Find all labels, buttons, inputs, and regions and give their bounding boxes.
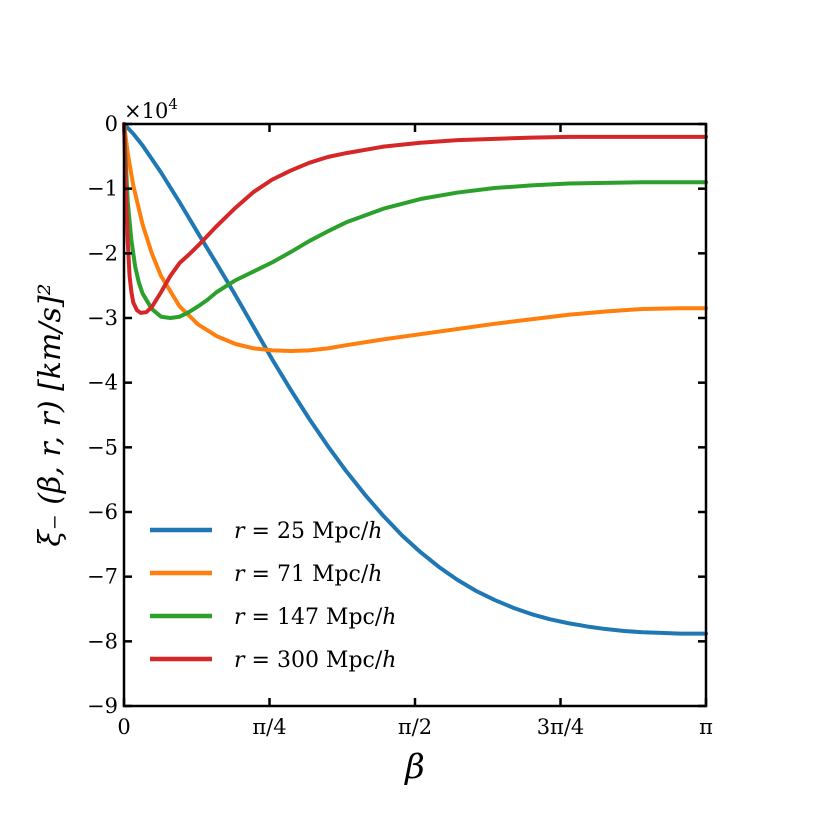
legend-value: = 25 Mpc/ — [245, 519, 369, 544]
x-tick-label: π/2 — [398, 715, 432, 739]
y-tick-label: −6 — [87, 500, 118, 524]
legend-label-2: r = 147 Mpc/h — [234, 605, 396, 630]
legend-label-3: r = 300 Mpc/h — [234, 648, 396, 673]
y-tick-label: −2 — [87, 241, 118, 265]
y-tick-label: −1 — [87, 177, 118, 201]
y-offset-multiplier: ×104 — [124, 95, 178, 123]
legend-var: r — [234, 562, 246, 587]
series-line-1 — [122, 122, 708, 353]
legend-unit-var: h — [368, 519, 382, 544]
legend-unit-var: h — [382, 648, 396, 673]
legend-label-0: r = 25 Mpc/h — [234, 519, 382, 544]
x-tick-label: 0 — [117, 715, 130, 739]
y-tick-label: 0 — [105, 112, 118, 136]
series-line-0 — [122, 122, 708, 636]
x-tick-label: 3π/4 — [537, 715, 585, 739]
legend-value: = 71 Mpc/ — [245, 562, 369, 587]
plot-frame — [122, 122, 708, 708]
y-tick-label: −7 — [87, 565, 118, 589]
legend-var: r — [234, 648, 246, 673]
y-tick-label: −8 — [87, 629, 118, 653]
y-tick-label: −4 — [87, 371, 118, 395]
y-axis-label: ξ₋ (β, r, r) [km/s]² — [33, 283, 68, 546]
x-axis-label: β — [403, 747, 425, 787]
legend-unit-var: h — [368, 562, 382, 587]
y-tick-label: −5 — [87, 435, 118, 459]
legend-value: = 147 Mpc/ — [245, 605, 383, 630]
ticks-layer: 0 π/4 π/2 3π/4 π 0 −1 −2 −3 −4 −5 −6 −7 −8 −9 — [87, 112, 713, 739]
y-tick-label: −9 — [87, 694, 118, 718]
series-line-3 — [122, 122, 708, 315]
legend: r = 25 Mpc/hr = 71 Mpc/hr = 147 Mpc/hr =… — [150, 519, 396, 673]
series-line-2 — [122, 122, 708, 320]
y-tick-label: −3 — [87, 306, 118, 330]
legend-unit-var: h — [382, 605, 396, 630]
legend-var: r — [234, 519, 246, 544]
legend-value: = 300 Mpc/ — [245, 648, 383, 673]
x-tick-label: π/4 — [252, 715, 286, 739]
legend-label-1: r = 71 Mpc/h — [234, 562, 382, 587]
legend-var: r — [234, 605, 246, 630]
x-tick-label: π — [699, 715, 713, 739]
series-layer — [122, 122, 708, 636]
